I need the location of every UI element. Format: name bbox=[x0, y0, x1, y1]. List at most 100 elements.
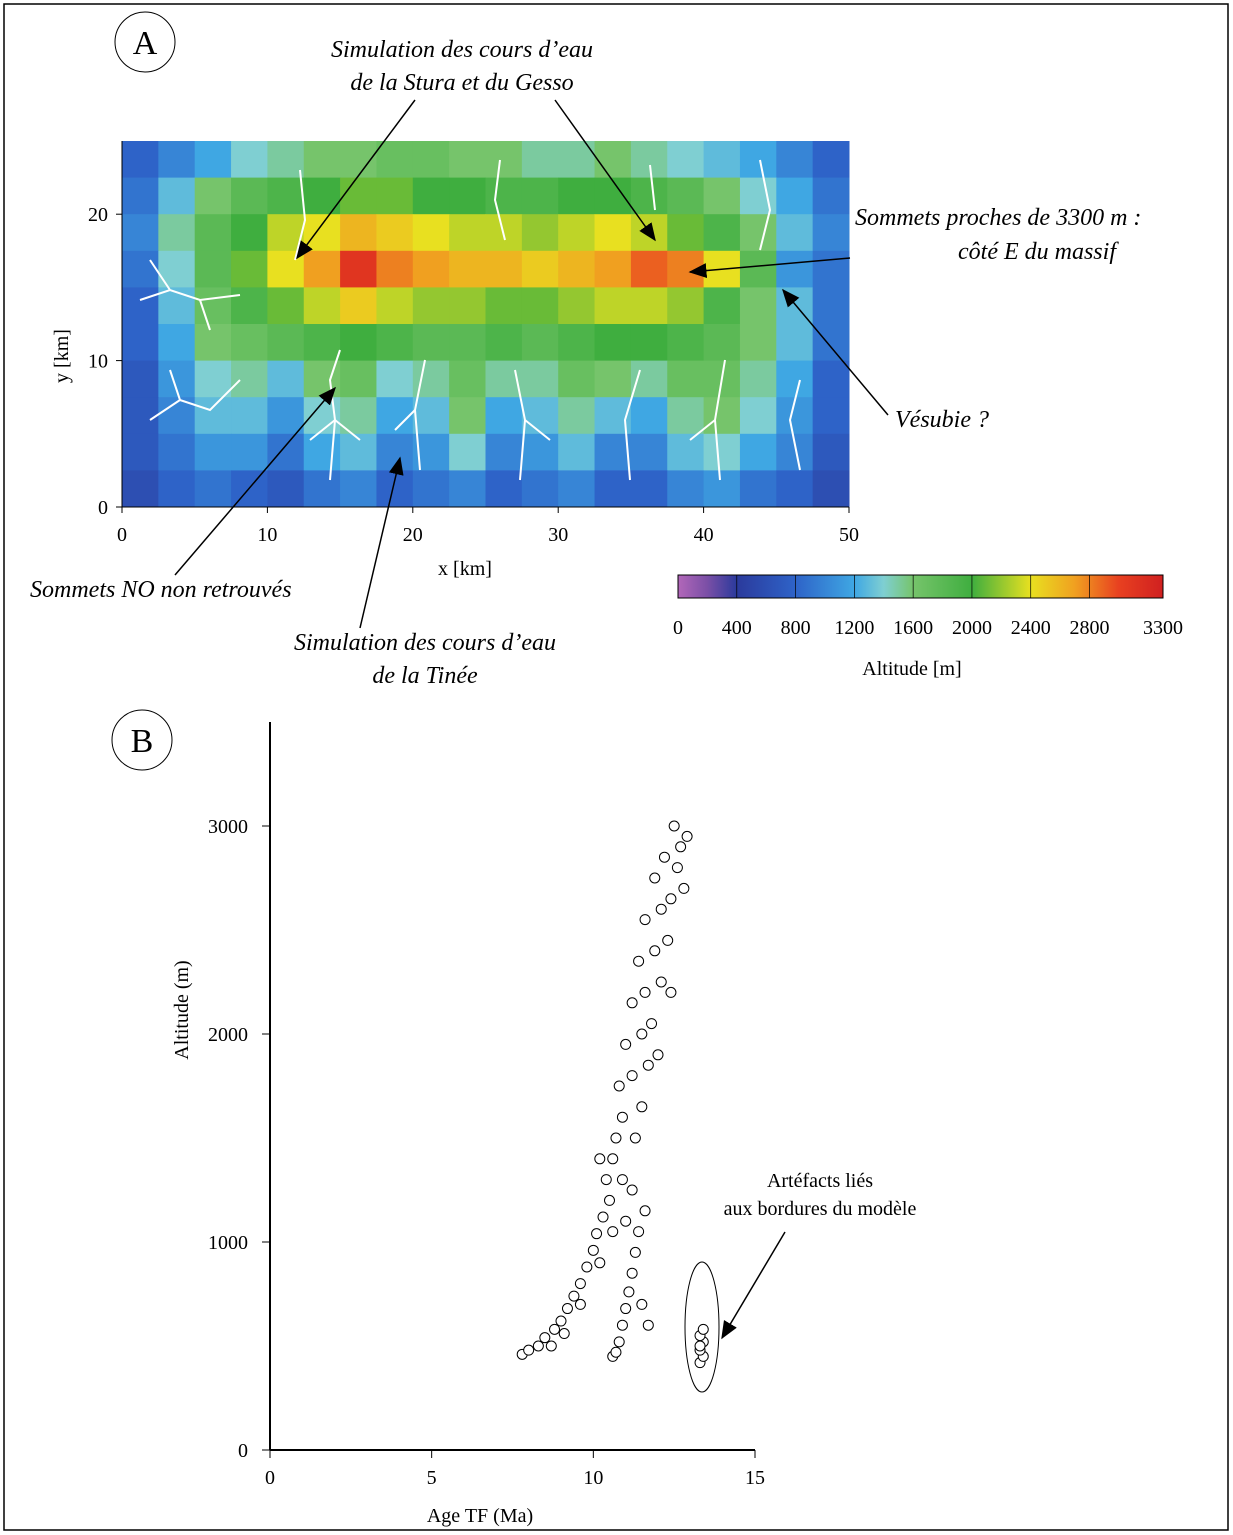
artifact-ellipse bbox=[684, 1261, 720, 1393]
point bbox=[626, 997, 638, 1009]
cell bbox=[667, 141, 705, 179]
panel-label: B bbox=[131, 723, 154, 760]
x-axis-label: Age TF (Ma) bbox=[427, 1505, 533, 1527]
cell bbox=[630, 433, 668, 471]
cell bbox=[303, 287, 341, 325]
cell bbox=[630, 397, 668, 435]
cell bbox=[485, 177, 523, 215]
y-tick-label: 3000 bbox=[208, 816, 248, 838]
cell bbox=[812, 214, 850, 252]
y-axis-label: Altitude (m) bbox=[171, 960, 193, 1059]
point bbox=[523, 1344, 535, 1356]
point bbox=[607, 1226, 619, 1238]
cell bbox=[376, 360, 414, 398]
cell bbox=[122, 287, 159, 325]
cell bbox=[231, 324, 268, 362]
point bbox=[655, 903, 667, 915]
cell bbox=[376, 141, 414, 179]
point bbox=[561, 1303, 573, 1315]
point bbox=[636, 1101, 648, 1113]
point bbox=[636, 1028, 648, 1040]
cell bbox=[122, 470, 159, 508]
cell bbox=[158, 177, 196, 215]
cell bbox=[194, 360, 232, 398]
cell bbox=[667, 250, 705, 288]
point bbox=[616, 1319, 628, 1331]
cell bbox=[449, 250, 486, 288]
cell bbox=[194, 214, 232, 252]
cell bbox=[340, 324, 377, 362]
point bbox=[532, 1340, 544, 1352]
cell bbox=[558, 250, 596, 288]
cell bbox=[667, 360, 705, 398]
point bbox=[642, 1059, 654, 1071]
cell bbox=[267, 397, 305, 435]
cell bbox=[594, 324, 632, 362]
cell bbox=[558, 141, 596, 179]
cell bbox=[594, 250, 632, 288]
cell bbox=[158, 214, 196, 252]
point bbox=[555, 1315, 567, 1327]
point bbox=[626, 1070, 638, 1082]
cell bbox=[739, 287, 777, 325]
cell bbox=[303, 214, 341, 252]
annotation: Sommets NO non retrouvés bbox=[30, 577, 292, 603]
cell bbox=[594, 360, 632, 398]
point bbox=[607, 1153, 619, 1165]
cell bbox=[340, 250, 377, 288]
point bbox=[665, 893, 677, 905]
cell bbox=[376, 324, 414, 362]
cell bbox=[703, 214, 741, 252]
colorbar-tick-label: 3300 bbox=[1143, 617, 1183, 639]
colorbar-tick-label: 2400 bbox=[1011, 617, 1051, 639]
cell bbox=[739, 470, 777, 508]
cell bbox=[231, 287, 268, 325]
x-tick-label: 0 bbox=[265, 1467, 275, 1489]
cell bbox=[667, 397, 705, 435]
cell bbox=[485, 141, 523, 179]
point bbox=[620, 1038, 632, 1050]
cell bbox=[449, 287, 486, 325]
cell bbox=[812, 470, 850, 508]
annotation: de la Tinée bbox=[372, 663, 478, 689]
point bbox=[581, 1261, 593, 1273]
point bbox=[639, 986, 651, 998]
cell bbox=[667, 287, 705, 325]
panel-label: A bbox=[133, 25, 158, 62]
cell bbox=[194, 470, 232, 508]
cell bbox=[303, 470, 341, 508]
cell bbox=[776, 214, 814, 252]
cell bbox=[231, 214, 268, 252]
cell bbox=[703, 177, 741, 215]
cell bbox=[412, 250, 450, 288]
point bbox=[629, 1132, 641, 1144]
cell bbox=[449, 141, 486, 179]
point bbox=[591, 1228, 603, 1240]
cell bbox=[267, 470, 305, 508]
cell bbox=[267, 360, 305, 398]
x-tick-label: 0 bbox=[117, 524, 127, 546]
cell bbox=[412, 470, 450, 508]
cell bbox=[739, 250, 777, 288]
point bbox=[665, 986, 677, 998]
point bbox=[642, 1319, 654, 1331]
cell bbox=[231, 177, 268, 215]
annotation: Simulation des cours d’eau bbox=[331, 37, 593, 63]
cell bbox=[449, 177, 486, 215]
cell bbox=[303, 324, 341, 362]
point bbox=[639, 1205, 651, 1217]
cell bbox=[776, 141, 814, 179]
cell bbox=[122, 397, 159, 435]
annotation: côté E du massif bbox=[958, 239, 1119, 265]
point bbox=[613, 1080, 625, 1092]
cell bbox=[558, 397, 596, 435]
point bbox=[616, 1174, 628, 1186]
cell bbox=[812, 360, 850, 398]
cell bbox=[521, 397, 559, 435]
cell bbox=[703, 324, 741, 362]
cell bbox=[231, 250, 268, 288]
colorbar bbox=[677, 574, 1164, 599]
point bbox=[604, 1194, 615, 1206]
cell bbox=[449, 214, 486, 252]
